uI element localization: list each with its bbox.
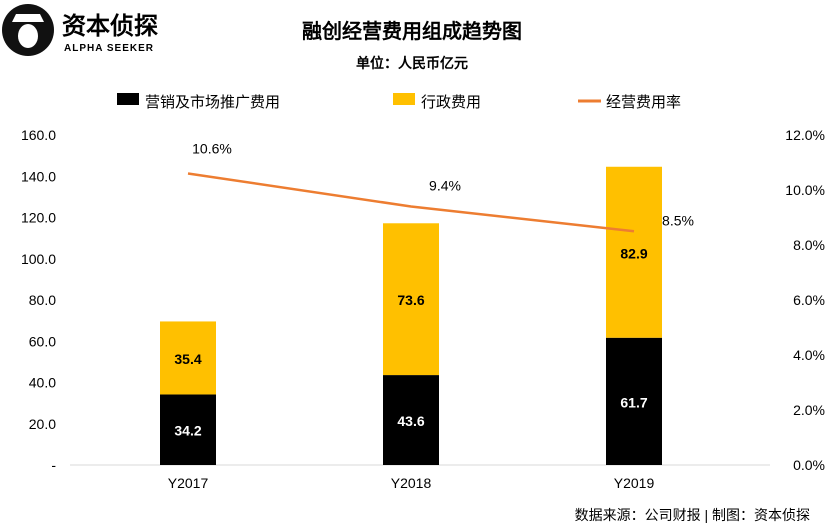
bar-segment — [160, 321, 216, 395]
y-tick-label: 120.0 — [21, 210, 56, 226]
bar-data-label: 73.6 — [397, 292, 424, 308]
x-tick-label: Y2018 — [391, 475, 432, 491]
y-tick-label: 80.0 — [29, 292, 56, 308]
logo-sub: ALPHA SEEKER — [64, 43, 154, 54]
line-data-label: 8.5% — [662, 212, 694, 228]
y-tick-label: 100.0 — [21, 251, 56, 267]
legend-swatch — [117, 93, 139, 105]
y2-tick-label: 10.0% — [785, 182, 825, 198]
line-series — [187, 172, 635, 233]
y-tick-label: 20.0 — [29, 416, 56, 432]
line-data-label: 9.4% — [429, 178, 461, 194]
bar-data-label: 35.4 — [174, 351, 201, 367]
bar-segment — [383, 223, 439, 376]
bar-data-label: 43.6 — [397, 413, 424, 429]
chart-subtitle: 单位：人民币亿元 — [356, 55, 468, 71]
legend-label: 行政费用 — [421, 94, 481, 111]
y-tick-label: - — [51, 457, 56, 473]
bar-data-label: 34.2 — [174, 423, 201, 439]
x-tick-label: Y2017 — [168, 475, 209, 491]
y2-tick-label: 2.0% — [793, 402, 825, 418]
legend: 营销及市场推广费用 行政费用 经营费用率 — [117, 93, 681, 111]
bar-data-label: 82.9 — [620, 245, 647, 261]
y2-tick-label: 6.0% — [793, 292, 825, 308]
y-tick-label: 160.0 — [21, 127, 56, 143]
x-tick-label: Y2019 — [614, 475, 655, 491]
logo: 资本侦探 ALPHA SEEKER — [2, 4, 158, 56]
legend-label: 营销及市场推广费用 — [145, 94, 280, 111]
y-tick-label: 140.0 — [21, 168, 56, 184]
bar-segment — [606, 337, 662, 465]
bar-segment — [383, 375, 439, 465]
y-tick-label: 40.0 — [29, 375, 56, 391]
line-data-label: 10.6% — [192, 141, 232, 157]
y2-tick-label: 8.0% — [793, 237, 825, 253]
bar-segment — [606, 166, 662, 338]
y-tick-label: 60.0 — [29, 333, 56, 349]
logo-name: 资本侦探 — [62, 13, 158, 40]
y2-tick-label: 12.0% — [785, 127, 825, 143]
chart-title: 融创经营费用组成趋势图 — [302, 19, 522, 43]
y2-tick-label: 4.0% — [793, 347, 825, 363]
legend-swatch — [393, 93, 415, 105]
source-note: 数据来源：公司财报 | 制图：资本侦探 — [575, 507, 810, 523]
bar-data-label: 61.7 — [620, 394, 647, 410]
y2-tick-label: 0.0% — [793, 457, 825, 473]
legend-label: 经营费用率 — [606, 94, 681, 111]
bar-segment — [160, 394, 216, 465]
